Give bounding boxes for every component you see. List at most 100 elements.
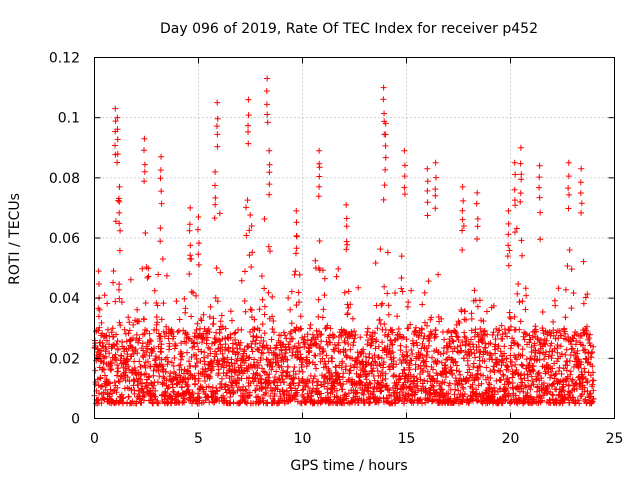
data-point xyxy=(405,299,412,306)
data-point xyxy=(382,154,389,161)
data-point xyxy=(117,357,124,364)
data-point xyxy=(447,343,454,350)
data-point xyxy=(477,325,484,332)
data-point xyxy=(438,315,445,322)
data-point xyxy=(133,400,140,407)
data-point xyxy=(511,340,518,347)
data-point xyxy=(273,368,280,375)
data-point xyxy=(213,265,220,272)
data-point xyxy=(316,164,323,171)
data-point xyxy=(112,351,119,358)
data-point xyxy=(315,193,322,200)
data-point xyxy=(403,336,410,343)
data-point xyxy=(553,370,560,377)
data-point xyxy=(580,258,587,265)
data-point xyxy=(461,355,468,362)
data-point xyxy=(244,342,251,349)
data-point xyxy=(439,386,446,393)
data-point xyxy=(363,376,370,383)
data-point xyxy=(110,279,117,286)
data-point xyxy=(490,302,497,309)
data-point xyxy=(216,358,223,365)
data-point xyxy=(120,394,127,401)
data-point xyxy=(245,128,252,135)
data-point xyxy=(227,308,234,315)
data-point xyxy=(303,354,310,361)
data-point xyxy=(248,223,255,230)
data-point xyxy=(218,375,225,382)
data-point xyxy=(141,161,148,168)
data-point xyxy=(316,345,323,352)
data-point xyxy=(260,368,267,375)
data-point xyxy=(382,131,389,138)
data-point xyxy=(471,350,478,357)
data-point xyxy=(401,147,408,154)
x-tick-label: 15 xyxy=(398,431,416,447)
data-point xyxy=(508,359,515,366)
data-point xyxy=(293,207,300,214)
data-point xyxy=(214,131,221,138)
data-point xyxy=(474,189,481,196)
data-point xyxy=(514,290,521,297)
data-point xyxy=(441,362,448,369)
data-point xyxy=(464,369,471,376)
data-point xyxy=(206,313,213,320)
data-point xyxy=(135,382,142,389)
data-point xyxy=(261,330,268,337)
data-point xyxy=(549,381,556,388)
data-point xyxy=(511,186,518,193)
data-point xyxy=(476,297,483,304)
data-point xyxy=(248,344,255,351)
data-point xyxy=(323,352,330,359)
data-point xyxy=(340,381,347,388)
data-point xyxy=(100,359,107,366)
data-point xyxy=(96,324,103,331)
data-point xyxy=(186,358,193,365)
data-point xyxy=(405,375,412,382)
data-point xyxy=(506,327,513,334)
data-point xyxy=(338,364,345,371)
data-point xyxy=(184,349,191,356)
data-point xyxy=(428,314,435,321)
data-point xyxy=(141,147,148,154)
data-point xyxy=(349,315,356,322)
data-point xyxy=(107,359,114,366)
data-point xyxy=(404,397,411,404)
data-point xyxy=(191,330,198,337)
data-point xyxy=(319,314,326,321)
data-point xyxy=(108,360,115,367)
data-point xyxy=(487,368,494,375)
data-point xyxy=(399,288,406,295)
data-point xyxy=(188,288,195,295)
data-point xyxy=(164,361,171,368)
data-point xyxy=(207,350,214,357)
data-point xyxy=(154,302,161,309)
data-point xyxy=(153,321,160,328)
data-point xyxy=(468,336,475,343)
data-point xyxy=(433,378,440,385)
data-point xyxy=(198,317,205,324)
data-point xyxy=(245,343,252,350)
data-point xyxy=(213,123,220,130)
data-point xyxy=(460,386,467,393)
data-point xyxy=(519,352,526,359)
data-point xyxy=(187,242,194,249)
data-point xyxy=(369,335,376,342)
data-point xyxy=(432,159,439,166)
data-point xyxy=(95,305,102,312)
data-point xyxy=(560,365,567,372)
data-point xyxy=(536,350,543,357)
data-point xyxy=(186,227,193,234)
data-point xyxy=(343,246,350,253)
data-point xyxy=(145,358,152,365)
data-point xyxy=(582,396,589,403)
data-point xyxy=(562,351,569,358)
data-point xyxy=(130,321,137,328)
data-point xyxy=(271,379,278,386)
data-point xyxy=(424,165,431,172)
data-point xyxy=(258,334,265,341)
data-point xyxy=(522,285,529,292)
data-point xyxy=(98,400,105,407)
data-point xyxy=(366,350,373,357)
data-point xyxy=(390,364,397,371)
